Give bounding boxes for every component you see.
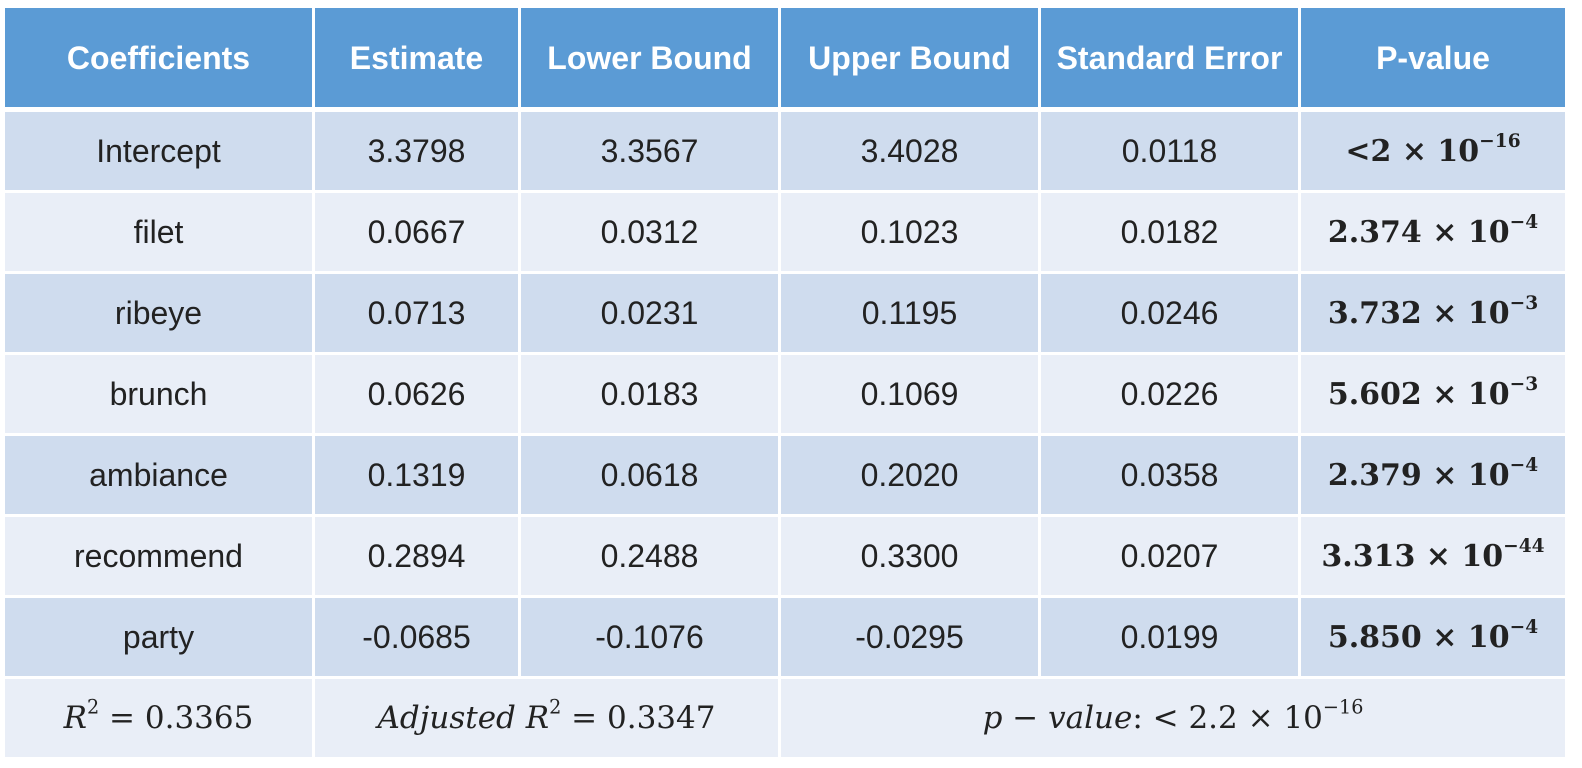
table-row-intercept: Intercept 3.3798 3.3567 3.4028 0.0118 <2… <box>5 112 1565 193</box>
adjusted-r-squared-power: 2 <box>549 695 562 719</box>
p-value-mantissa: 3.313 <box>1321 538 1416 574</box>
p-value-times-ten: × 10 <box>1432 295 1510 331</box>
table-row-ambiance: ambiance 0.1319 0.0618 0.2020 0.0358 2.3… <box>5 436 1565 517</box>
adjusted-r-squared-value: = 0.3347 <box>561 700 716 736</box>
estimate-cell: -0.0685 <box>315 598 521 679</box>
adjusted-r-squared-cell: Adjusted R2 = 0.3347 <box>315 679 781 760</box>
standard-error-cell: 0.0118 <box>1041 112 1301 193</box>
standard-error-cell: 0.0358 <box>1041 436 1301 517</box>
r-squared-value: = 0.3365 <box>99 700 254 736</box>
p-value-mantissa: 3.732 <box>1327 295 1422 331</box>
p-value-mantissa: 5.602 <box>1327 376 1422 412</box>
adjusted-r-squared-label: Adjusted R <box>377 700 550 736</box>
p-value-cell: 5.850 × 10−4 <box>1301 598 1565 679</box>
p-value-times-ten: × 10 <box>1432 214 1510 250</box>
table-row-recommend: recommend 0.2894 0.2488 0.3300 0.0207 3.… <box>5 517 1565 598</box>
estimate-cell: 0.2894 <box>315 517 521 598</box>
p-value-exponent: −44 <box>1503 535 1545 557</box>
lower-bound-cell: 0.0231 <box>521 274 781 355</box>
header-upper-bound: Upper Bound <box>781 8 1041 112</box>
p-value-exponent: −3 <box>1509 292 1539 314</box>
standard-error-cell: 0.0226 <box>1041 355 1301 436</box>
p-value-times-ten: × 10 <box>1425 538 1504 574</box>
lower-bound-cell: 0.0618 <box>521 436 781 517</box>
upper-bound-cell: 0.1023 <box>781 193 1041 274</box>
model-p-value-label: p − value <box>982 700 1133 736</box>
standard-error-cell: 0.0182 <box>1041 193 1301 274</box>
r-squared-cell: R2 = 0.3365 <box>5 679 315 760</box>
coefficient-name: Intercept <box>5 112 315 193</box>
p-value-cell: <2 × 10−16 <box>1301 112 1565 193</box>
estimate-cell: 0.1319 <box>315 436 521 517</box>
r-squared-symbol: R <box>63 700 87 736</box>
estimate-cell: 0.0713 <box>315 274 521 355</box>
lower-bound-cell: 0.0312 <box>521 193 781 274</box>
model-p-value-exponent: −16 <box>1322 695 1364 719</box>
table-row-brunch: brunch 0.0626 0.0183 0.1069 0.0226 5.602… <box>5 355 1565 436</box>
lower-bound-cell: -0.1076 <box>521 598 781 679</box>
estimate-cell: 0.0626 <box>315 355 521 436</box>
header-lower-bound: Lower Bound <box>521 8 781 112</box>
regression-coefficients-table: Coefficients Estimate Lower Bound Upper … <box>5 8 1565 760</box>
p-value-cell: 3.732 × 10−3 <box>1301 274 1565 355</box>
p-value-times-ten: × 10 <box>1432 376 1510 412</box>
p-value-times-ten: × 10 <box>1401 133 1480 169</box>
p-value-mantissa: 2.379 <box>1327 457 1422 493</box>
header-estimate: Estimate <box>315 8 521 112</box>
p-value-mantissa: 2.374 <box>1327 214 1422 250</box>
estimate-cell: 0.0667 <box>315 193 521 274</box>
upper-bound-cell: 0.1069 <box>781 355 1041 436</box>
upper-bound-cell: 3.4028 <box>781 112 1041 193</box>
r-squared-power: 2 <box>86 695 100 719</box>
table-row-filet: filet 0.0667 0.0312 0.1023 0.0182 2.374 … <box>5 193 1565 274</box>
coefficient-name: ambiance <box>5 436 315 517</box>
standard-error-cell: 0.0207 <box>1041 517 1301 598</box>
upper-bound-cell: 0.2020 <box>781 436 1041 517</box>
coefficient-name: party <box>5 598 315 679</box>
table-row-party: party -0.0685 -0.1076 -0.0295 0.0199 5.8… <box>5 598 1565 679</box>
lower-bound-cell: 0.0183 <box>521 355 781 436</box>
p-value-mantissa: <2 <box>1345 133 1392 169</box>
p-value-cell: 2.379 × 10−4 <box>1301 436 1565 517</box>
upper-bound-cell: 0.3300 <box>781 517 1041 598</box>
p-value-cell: 2.374 × 10−4 <box>1301 193 1565 274</box>
p-value-cell: 5.602 × 10−3 <box>1301 355 1565 436</box>
upper-bound-cell: 0.1195 <box>781 274 1041 355</box>
p-value-exponent: −4 <box>1509 616 1539 638</box>
coefficient-name: ribeye <box>5 274 315 355</box>
model-summary-row: R2 = 0.3365 Adjusted R2 = 0.3347 p − val… <box>5 679 1565 760</box>
header-row: Coefficients Estimate Lower Bound Upper … <box>5 8 1565 112</box>
upper-bound-cell: -0.0295 <box>781 598 1041 679</box>
standard-error-cell: 0.0199 <box>1041 598 1301 679</box>
lower-bound-cell: 0.2488 <box>521 517 781 598</box>
p-value-times-ten: × 10 <box>1432 619 1510 655</box>
model-p-value-cell: p − value: < 2.2 × 10−16 <box>781 679 1565 760</box>
estimate-cell: 3.3798 <box>315 112 521 193</box>
header-coefficients: Coefficients <box>5 8 315 112</box>
header-standard-error: Standard Error <box>1041 8 1301 112</box>
model-p-value-prefix: : < 2.2 × 10 <box>1132 700 1323 736</box>
coefficient-name: filet <box>5 193 315 274</box>
p-value-exponent: −16 <box>1479 130 1521 152</box>
coefficient-name: brunch <box>5 355 315 436</box>
standard-error-cell: 0.0246 <box>1041 274 1301 355</box>
p-value-times-ten: × 10 <box>1432 457 1510 493</box>
p-value-exponent: −4 <box>1509 211 1539 233</box>
lower-bound-cell: 3.3567 <box>521 112 781 193</box>
p-value-mantissa: 5.850 <box>1327 619 1422 655</box>
coefficient-name: recommend <box>5 517 315 598</box>
p-value-exponent: −3 <box>1509 373 1539 395</box>
p-value-exponent: −4 <box>1509 454 1539 476</box>
table-row-ribeye: ribeye 0.0713 0.0231 0.1195 0.0246 3.732… <box>5 274 1565 355</box>
p-value-cell: 3.313 × 10−44 <box>1301 517 1565 598</box>
header-p-value: P-value <box>1301 8 1565 112</box>
